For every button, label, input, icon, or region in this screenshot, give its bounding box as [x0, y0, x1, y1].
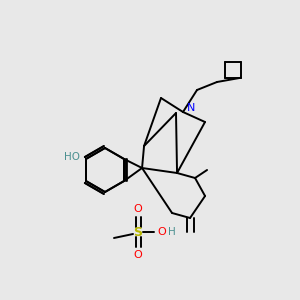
Text: H: H: [168, 227, 176, 237]
Text: S: S: [134, 226, 142, 238]
Text: HO: HO: [64, 152, 80, 162]
Text: O: O: [134, 204, 142, 214]
Text: O: O: [134, 250, 142, 260]
Text: O: O: [158, 227, 166, 237]
Text: N: N: [187, 103, 195, 113]
